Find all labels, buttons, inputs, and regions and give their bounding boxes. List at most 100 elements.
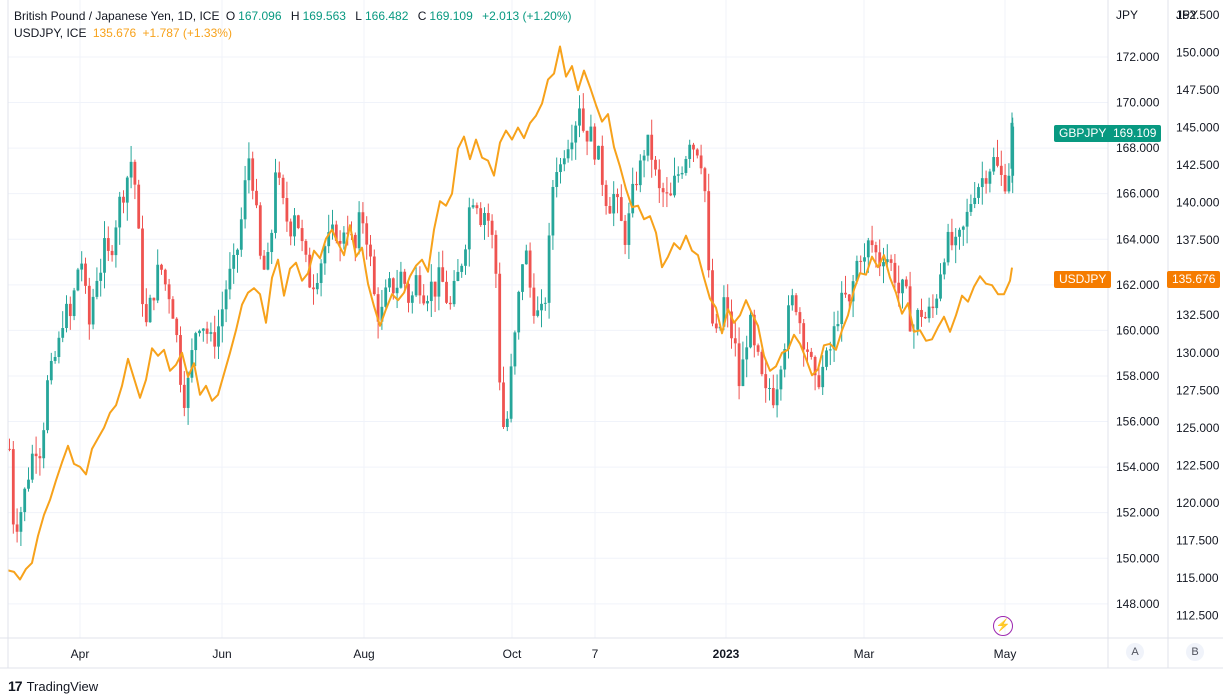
candle-body xyxy=(977,187,980,198)
right-tick-label: 137.500 xyxy=(1176,233,1220,247)
open-label: O xyxy=(225,9,236,23)
left-tick-label: 148.000 xyxy=(1116,597,1160,611)
candle-body xyxy=(99,272,103,281)
candle-body xyxy=(722,297,726,327)
candle-body xyxy=(600,145,604,185)
candle-body xyxy=(965,211,969,227)
candle-body xyxy=(927,306,931,319)
candle-body xyxy=(828,349,832,351)
candle-body xyxy=(631,183,635,214)
right-scale-button[interactable]: B xyxy=(1186,643,1204,661)
low-label: L xyxy=(355,9,362,23)
time-tick-label: 2023 xyxy=(713,647,740,661)
candle-body xyxy=(973,197,977,205)
high-value: H 169.563 xyxy=(291,9,349,23)
flash-icon[interactable]: ⚡ xyxy=(993,616,1013,636)
candle-body xyxy=(673,175,676,196)
right-tick-label: 127.500 xyxy=(1176,383,1220,397)
candle-body xyxy=(870,240,874,246)
candle-body xyxy=(342,232,346,244)
right-tick-label: 120.000 xyxy=(1176,496,1220,510)
time-tick-label: 7 xyxy=(592,647,599,661)
candle-body xyxy=(950,231,954,246)
time-scale[interactable]: Apr Jun Aug Oct 7 2023 Mar May xyxy=(71,647,1017,661)
usdjpy-name-tag: USDJPY xyxy=(1054,271,1112,288)
candle-body xyxy=(464,249,467,266)
candle-body xyxy=(152,297,156,301)
right-price-scale[interactable]: 112.500 115.000 117.500 120.000 122.500 125.0… xyxy=(1176,8,1220,622)
candle-body xyxy=(711,270,714,324)
candle-body xyxy=(30,453,34,480)
candle-body xyxy=(448,302,452,305)
main-series-name: British Pound / Japanese Yen, 1D, ICE xyxy=(14,9,220,23)
candle-body xyxy=(836,324,840,327)
candle-body xyxy=(536,310,540,316)
candle-body xyxy=(638,160,642,186)
candle-body xyxy=(418,275,422,296)
tradingview-footer[interactable]: 17 TradingView xyxy=(8,678,98,694)
candle-body xyxy=(11,449,15,525)
candle-body xyxy=(699,155,703,169)
candle-body xyxy=(277,172,281,178)
candle-body xyxy=(923,316,927,319)
candle-body xyxy=(369,244,372,257)
candle-body xyxy=(141,228,144,305)
candle-body xyxy=(665,192,669,194)
candle-body xyxy=(338,240,342,244)
candle-body xyxy=(353,234,357,249)
left-tick-label: 164.000 xyxy=(1116,232,1160,246)
candle-body xyxy=(403,271,407,284)
gbpjpy-name-tag: GBPJPY xyxy=(1054,125,1112,142)
candle-body xyxy=(296,215,300,229)
candle-body xyxy=(779,369,783,390)
candle-body xyxy=(570,142,574,150)
candle-body xyxy=(555,172,559,187)
candle-body xyxy=(114,227,118,256)
candle-body xyxy=(91,296,95,325)
candle-body xyxy=(49,360,53,381)
candle-body xyxy=(365,223,369,245)
right-tick-label: 115.000 xyxy=(1176,571,1219,585)
candle-body xyxy=(274,172,277,233)
candle-body xyxy=(847,294,851,302)
candle-body xyxy=(760,351,764,375)
candle-body xyxy=(969,204,973,212)
candle-body xyxy=(125,177,129,203)
open-value: O 167.096 xyxy=(226,9,285,23)
left-tick-label: 156.000 xyxy=(1116,415,1160,429)
candle-body xyxy=(676,174,680,176)
candle-body xyxy=(901,279,904,294)
candle-body xyxy=(802,323,806,350)
candle-body xyxy=(543,302,547,304)
candle-body xyxy=(855,260,859,282)
right-tick-label: 152.500 xyxy=(1176,8,1220,22)
candle-body xyxy=(391,278,395,294)
candle-body xyxy=(285,198,289,222)
gbpjpy-price-tag: 169.109 xyxy=(1108,125,1162,142)
candle-body xyxy=(232,254,236,269)
candle-body xyxy=(844,292,847,295)
candle-body xyxy=(513,332,517,367)
left-price-scale[interactable]: 148.000 150.000 152.000 154.000 156.000 158.0… xyxy=(1116,50,1160,611)
candle-body xyxy=(916,309,920,330)
left-tick-label: 162.000 xyxy=(1116,278,1160,292)
overlay-series-legend[interactable]: USDJPY, ICE 135.676 +1.787 (+1.33%) xyxy=(14,26,235,40)
right-tick-label: 130.000 xyxy=(1176,346,1220,360)
left-tick-label: 166.000 xyxy=(1116,187,1160,201)
right-tick-label: 112.500 xyxy=(1176,608,1219,622)
usdjpy-price-tag: 135.676 xyxy=(1167,271,1221,288)
candle-body xyxy=(61,328,65,338)
candle-body xyxy=(293,215,296,237)
candle-body xyxy=(775,389,779,406)
left-tick-label: 170.000 xyxy=(1116,96,1160,110)
candle-body xyxy=(790,295,794,306)
overlay-value: 135.676 xyxy=(92,26,137,40)
auto-scale-button[interactable]: A xyxy=(1126,643,1144,661)
candle-body xyxy=(749,314,752,348)
candle-body xyxy=(357,212,361,249)
candle-body xyxy=(551,186,555,236)
candle-body xyxy=(961,226,965,230)
candle-body xyxy=(939,274,942,299)
